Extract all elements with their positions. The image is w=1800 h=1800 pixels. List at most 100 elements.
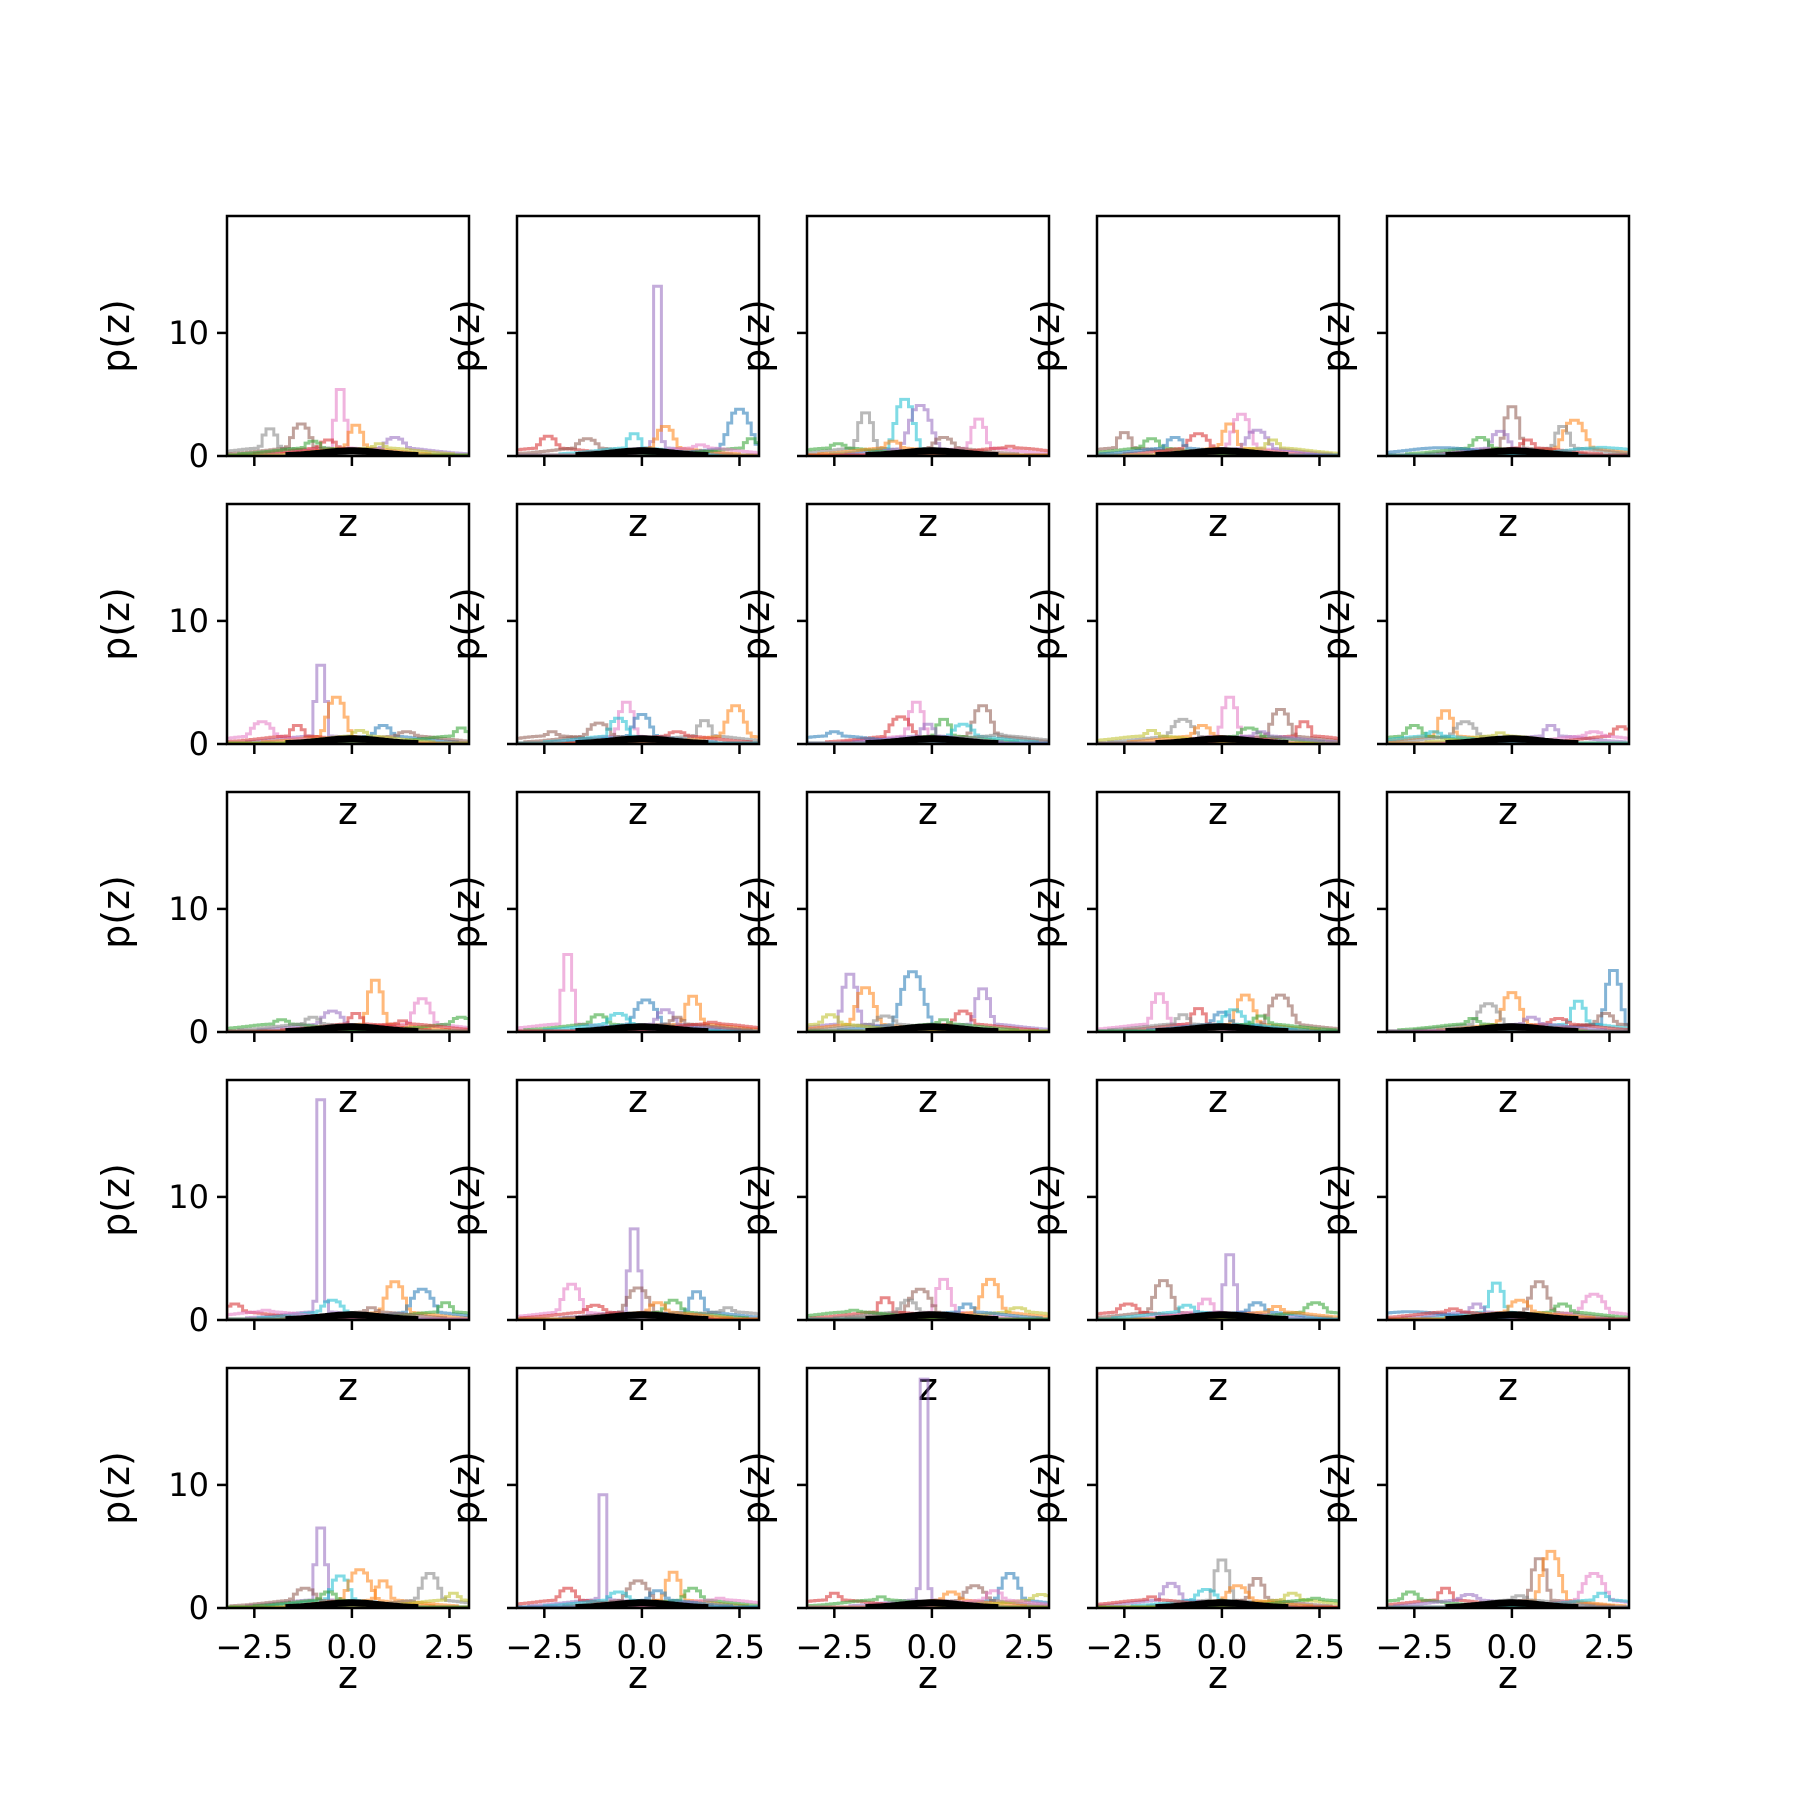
- panel-frame: [1095, 214, 1341, 458]
- y-axis-label: p(z): [1314, 299, 1358, 373]
- panel-r5-c2: −2.5 0.0 2.5 z p(z): [444, 1366, 765, 1697]
- y-axis-label: p(z): [1314, 1451, 1358, 1525]
- panel-frame: [515, 214, 761, 458]
- panel-r1-c1: 0 10 z p(z): [94, 214, 471, 545]
- panel-content: [227, 1526, 469, 1608]
- x-axis-label: z: [1498, 1653, 1518, 1697]
- reference-density-curve: [1445, 735, 1579, 744]
- panel-content: [517, 953, 759, 1032]
- panel-r2-c3: z p(z): [734, 502, 1051, 833]
- y-axis-label: p(z): [94, 1451, 138, 1525]
- panel-content: [517, 1493, 759, 1608]
- x-tick-label-2: 0.0: [906, 1628, 957, 1666]
- y-tick-label-1: 0: [189, 725, 209, 763]
- panel-r3-c5: z p(z): [1314, 790, 1631, 1121]
- y-axis-label: p(z): [1024, 299, 1068, 373]
- y-tick-label-1: 0: [189, 1301, 209, 1339]
- x-axis-label: z: [918, 1653, 938, 1697]
- x-tick-label-3: 2.5: [1004, 1628, 1055, 1666]
- y-tick-label-1: 0: [189, 1589, 209, 1627]
- y-axis-label: p(z): [734, 299, 778, 373]
- reference-density-curve: [865, 1311, 999, 1320]
- x-tick-label-2: 0.0: [616, 1628, 667, 1666]
- y-axis-label: p(z): [444, 875, 488, 949]
- panel-frame: [805, 1366, 1051, 1610]
- panel-content: [517, 700, 759, 744]
- y-axis-label: p(z): [1314, 875, 1358, 949]
- panel-content: [517, 1227, 759, 1320]
- panel-r3-c3: z p(z): [734, 790, 1051, 1121]
- x-axis-label: z: [628, 1365, 648, 1409]
- reference-density-curve: [1445, 1599, 1579, 1608]
- panel-content: [1097, 1558, 1339, 1608]
- panel-content: [807, 970, 1049, 1032]
- reference-density-curve: [1445, 1023, 1579, 1032]
- x-tick-label-3: 2.5: [714, 1628, 765, 1666]
- y-axis-label: p(z): [1024, 875, 1068, 949]
- reference-density-curve: [1155, 1599, 1289, 1608]
- x-tick-label-1: −2.5: [1375, 1628, 1453, 1666]
- panel-content: [1097, 992, 1339, 1032]
- panel-content: [1097, 695, 1339, 744]
- x-axis-label: z: [338, 1365, 358, 1409]
- y-axis-label: p(z): [734, 587, 778, 661]
- histogram-series-1: [517, 953, 759, 1032]
- panel-frame: [225, 502, 471, 746]
- panel-content: [807, 700, 1049, 744]
- panel-content: [1387, 405, 1629, 456]
- panel-frame: [225, 1366, 471, 1610]
- x-axis-label: z: [1498, 501, 1518, 545]
- x-axis-label: z: [628, 501, 648, 545]
- y-tick-label-1: 0: [189, 437, 209, 475]
- panel-content: [1387, 1549, 1629, 1608]
- reference-density-curve: [865, 735, 999, 744]
- panel-r5-c5: −2.5 0.0 2.5 z p(z): [1314, 1366, 1635, 1697]
- x-axis-label: z: [338, 1653, 358, 1697]
- panel-frame: [1095, 1366, 1341, 1610]
- y-axis-label: p(z): [734, 1451, 778, 1525]
- panel-frame: [515, 790, 761, 1034]
- x-tick-label-1: −2.5: [505, 1628, 583, 1666]
- y-tick-label-2: 10: [168, 314, 209, 352]
- panel-frame: [1385, 502, 1631, 746]
- panel-content: [807, 1377, 1049, 1608]
- x-tick-label-3: 2.5: [1584, 1628, 1635, 1666]
- reference-density-curve: [285, 1311, 419, 1320]
- panel-frame: [1095, 1078, 1341, 1322]
- panel-frame: [1385, 790, 1631, 1034]
- reference-density-curve: [575, 1023, 709, 1032]
- x-tick-label-2: 0.0: [1196, 1628, 1247, 1666]
- histogram-series-1: [227, 663, 469, 744]
- y-axis-label: p(z): [444, 299, 488, 373]
- y-tick-label-2: 10: [168, 1178, 209, 1216]
- y-axis-label: p(z): [734, 875, 778, 949]
- reference-density-curve: [1445, 447, 1579, 456]
- panel-content: [227, 1098, 469, 1320]
- y-axis-label: p(z): [1024, 587, 1068, 661]
- panel-r2-c1: 0 10 z p(z): [94, 502, 471, 833]
- y-axis-label: p(z): [1024, 1451, 1068, 1525]
- panel-content: [1097, 1253, 1339, 1320]
- y-tick-label-2: 10: [168, 602, 209, 640]
- panel-content: [1387, 709, 1629, 744]
- panel-frame: [1385, 214, 1631, 458]
- panel-r4-c4: z p(z): [1024, 1078, 1341, 1409]
- panel-r3-c1: 0 10 z p(z): [94, 790, 471, 1121]
- panel-content: [807, 1277, 1049, 1320]
- panel-frame: [515, 1366, 761, 1610]
- reference-density-curve: [865, 1599, 999, 1608]
- x-axis-label: z: [1208, 1077, 1228, 1121]
- y-axis-label: p(z): [1314, 1163, 1358, 1237]
- y-axis-label: p(z): [1024, 1163, 1068, 1237]
- panel-content: [1387, 1280, 1629, 1320]
- x-axis-label: z: [1208, 501, 1228, 545]
- x-tick-label-3: 2.5: [424, 1628, 475, 1666]
- x-tick-label-1: −2.5: [1085, 1628, 1163, 1666]
- panel-frame: [515, 1078, 761, 1322]
- panel-content: [517, 284, 759, 456]
- reference-density-curve: [865, 447, 999, 456]
- x-axis-label: z: [628, 1077, 648, 1121]
- panel-frame: [225, 214, 471, 458]
- y-tick-label-2: 10: [168, 890, 209, 928]
- reference-density-curve: [575, 447, 709, 456]
